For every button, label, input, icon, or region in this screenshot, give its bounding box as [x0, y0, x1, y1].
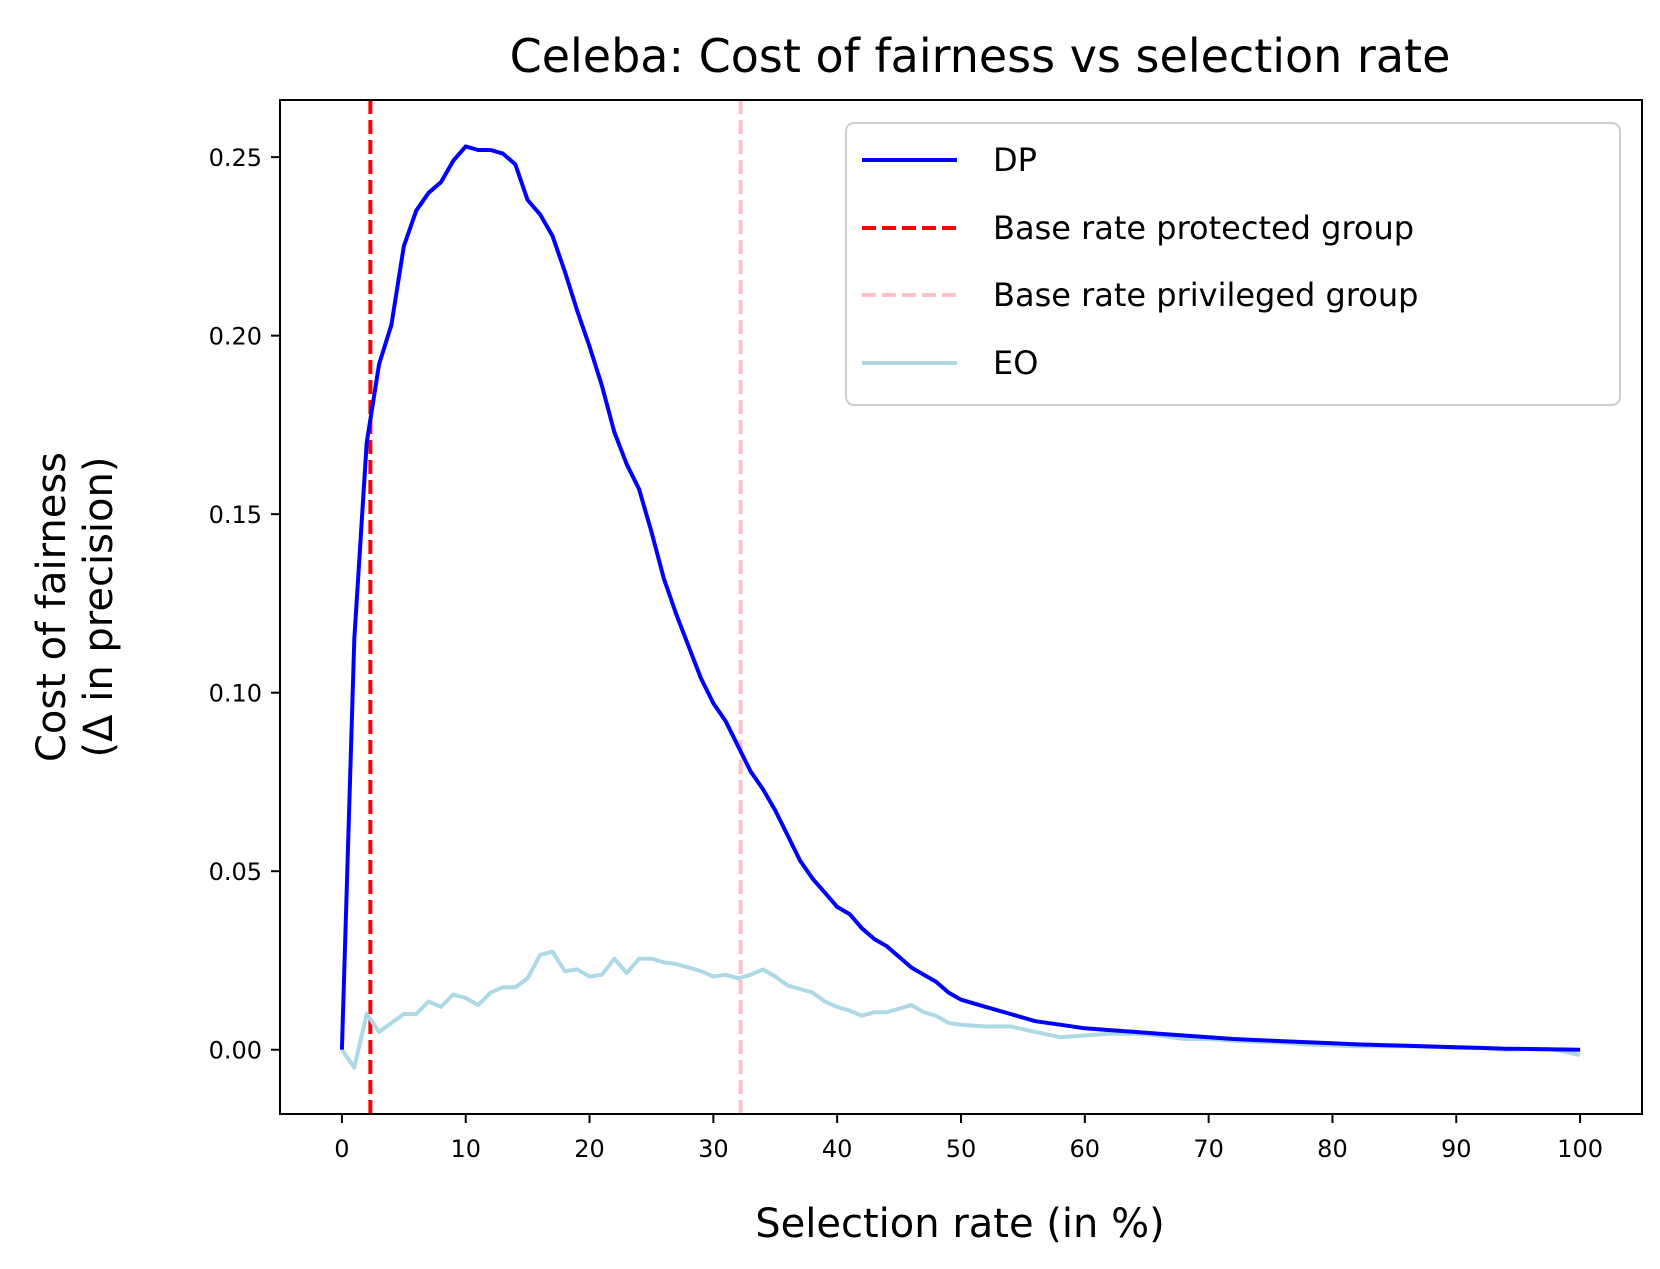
legend: DP Base rate protected group Base rate p…	[845, 122, 1621, 406]
x-tick-label: 90	[1441, 1135, 1472, 1163]
x-tick-label: 0	[334, 1135, 349, 1163]
x-tick-label: 50	[946, 1135, 977, 1163]
legend-label-eo: EO	[993, 344, 1038, 382]
x-tick-label: 40	[822, 1135, 853, 1163]
y-axis-label-line1: Cost of fairness	[29, 452, 75, 762]
legend-label-privileged: Base rate privileged group	[993, 276, 1418, 314]
y-tick-label: 0.25	[209, 144, 262, 172]
y-axis-label-group: Cost of fairness (Δ in precision)	[29, 452, 122, 762]
legend-label-dp: DP	[993, 141, 1037, 179]
series-layer	[339, 100, 1581, 1114]
x-axis-ticks: 0 10 20 30 40 50 60 70 80 90 100	[334, 1114, 1603, 1163]
x-tick-label: 80	[1317, 1135, 1348, 1163]
x-tick-label: 10	[450, 1135, 481, 1163]
y-axis-ticks: 0.00 0.05 0.10 0.15 0.20 0.25	[209, 144, 280, 1065]
x-tick-label: 100	[1557, 1135, 1603, 1163]
y-tick-label: 0.15	[209, 501, 262, 529]
x-tick-label: 70	[1193, 1135, 1224, 1163]
y-axis-label-line2: (Δ in precision)	[76, 457, 122, 758]
chart-title: Celeba: Cost of fairness vs selection ra…	[510, 29, 1451, 83]
legend-label-protected: Base rate protected group	[993, 209, 1414, 247]
x-tick-label: 60	[1070, 1135, 1101, 1163]
series-line-dp	[339, 144, 1581, 1052]
y-tick-label: 0.05	[209, 858, 262, 886]
x-axis-label: Selection rate (in %)	[755, 1201, 1164, 1247]
legend-box	[845, 122, 1621, 406]
y-tick-label: 0.20	[209, 323, 262, 351]
x-tick-label: 20	[574, 1135, 605, 1163]
x-tick-label: 30	[698, 1135, 729, 1163]
y-tick-label: 0.10	[209, 680, 262, 708]
y-tick-label: 0.00	[209, 1037, 262, 1065]
